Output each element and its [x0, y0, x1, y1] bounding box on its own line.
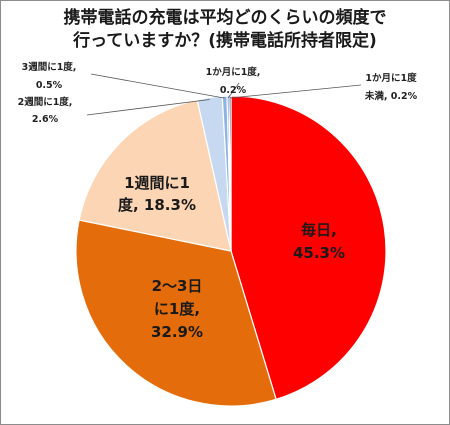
slice-label-4: 2週間に1度, 2.6%: [18, 96, 73, 125]
chart-title-line-2: 行っていますか？(携帯電話所持者限定): [73, 31, 377, 51]
slice-label-5-line-2: 0.5%: [36, 80, 63, 91]
slice-label-1-line-1: 毎日,: [301, 221, 337, 239]
leader-line-5: [90, 73, 225, 99]
slice-label-2-line-2: に1度,: [154, 300, 200, 318]
leader-line-4: [86, 99, 210, 116]
chart-title-line-1: 携帯電話の充電は平均どのくらいの頻度で: [63, 8, 387, 28]
slice-label-7-line-2: 未満, 0.2%: [364, 90, 418, 102]
slice-label-6-line-2: 0.2%: [220, 85, 247, 96]
slice-label-2-line-3: 32.9%: [151, 323, 203, 341]
slice-label-5: 3週間に1度, 0.5%: [22, 61, 77, 91]
slice-label-4-line-2: 2.6%: [32, 114, 59, 125]
slice-label-1-line-2: 45.3%: [293, 244, 345, 262]
leader-line-7: [229, 84, 362, 99]
slice-label-2: 2〜3日に1度, 32.9%: [151, 277, 203, 341]
slice-label-1: 毎日, 45.3%: [293, 221, 345, 262]
slice-label-3-line-1: 1週間に1: [124, 174, 190, 192]
slice-label-7: 1か月に1度未満, 0.2%: [364, 72, 418, 102]
slice-label-2-line-1: 2〜3日: [152, 277, 203, 295]
pie-slice-3: [78, 99, 232, 252]
pie-slice-2: [75, 219, 277, 407]
chart-title: 携帯電話の充電は平均どのくらいの頻度で 行っていますか？(携帯電話所持者限定): [1, 7, 449, 53]
leader-line-6: [227, 82, 240, 99]
slice-label-6-line-1: 1か月に1度,: [206, 66, 261, 78]
slice-label-3: 1週間に1 度, 18.3%: [118, 174, 196, 214]
slice-label-7-line-1: 1か月に1度: [365, 72, 417, 84]
slice-label-5-line-1: 3週間に1度,: [22, 61, 77, 73]
slice-label-6: 1か月に1度, 0.2%: [206, 66, 261, 96]
slice-label-4-line-1: 2週間に1度,: [18, 96, 73, 108]
slice-label-3-line-2: 度, 18.3%: [118, 196, 196, 214]
pie-slice-1: [230, 95, 387, 401]
